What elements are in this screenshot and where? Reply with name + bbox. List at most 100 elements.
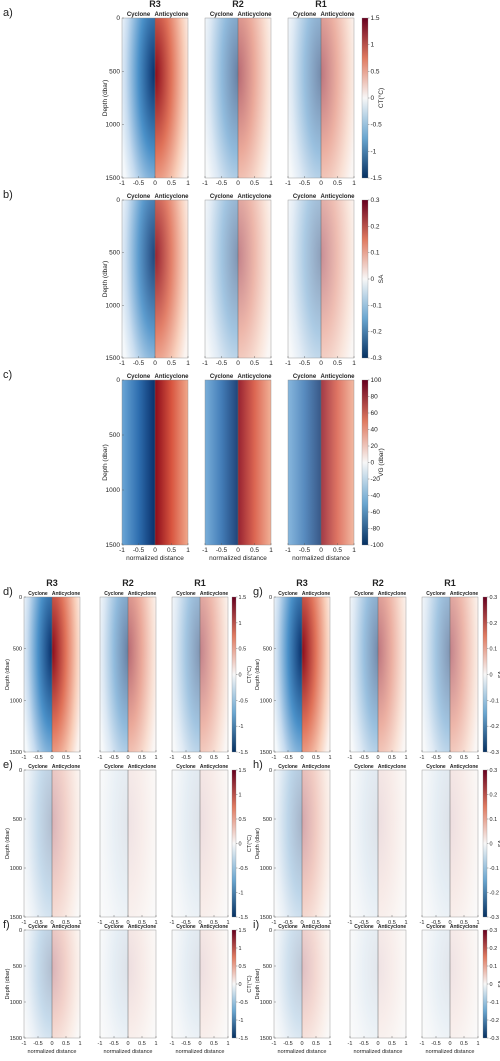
cyclone-label: Cyclone xyxy=(426,764,446,770)
x-tick-label: 0 xyxy=(300,755,303,761)
x-tick-label: 0.5 xyxy=(62,1041,70,1047)
colorbar-tick-label: -0.3 xyxy=(490,1036,499,1042)
x-axis-label: normalized distance xyxy=(176,1049,225,1055)
x-tick-label: -0.5 xyxy=(359,755,368,761)
x-tick-label: 0.5 xyxy=(460,755,468,761)
x-axis-label: normalized distance xyxy=(209,555,267,562)
cyclone-field xyxy=(288,200,321,358)
x-tick-label: 1 xyxy=(78,755,81,761)
y-axis-label: Depth (dbar) xyxy=(5,968,11,999)
x-tick-label: 1 xyxy=(154,1041,157,1047)
cyclone-field xyxy=(422,770,450,917)
x-tick-label: 1 xyxy=(352,547,356,554)
x-tick-label: 0.5 xyxy=(250,360,259,367)
colorbar xyxy=(231,596,237,753)
x-axis-label: normalized distance xyxy=(354,1049,403,1055)
cyclone-field xyxy=(100,597,128,752)
y-tick-label: 500 xyxy=(109,68,120,75)
x-tick-label: -0.5 xyxy=(33,920,42,926)
x-tick-label: 0.5 xyxy=(250,547,259,554)
colorbar-tick-label: -0.2 xyxy=(490,1018,499,1024)
cyclone-label: Cyclone xyxy=(127,12,151,18)
x-tick-label: 0 xyxy=(198,755,201,761)
cyclone-field xyxy=(288,380,321,545)
anticyclone-label: Anticyclone xyxy=(154,374,189,380)
anticyclone-field xyxy=(378,597,406,752)
x-tick-label: -0.5 xyxy=(33,755,42,761)
panel xyxy=(287,199,355,359)
x-tick-label: -1 xyxy=(170,755,175,761)
anticyclone-label: Anticyclone xyxy=(200,764,229,770)
anticyclone-label: Anticyclone xyxy=(378,591,407,597)
x-tick-label: 0.5 xyxy=(388,755,396,761)
anticyclone-label: Anticyclone xyxy=(52,764,81,770)
anticyclone-label: Anticyclone xyxy=(237,374,272,380)
colorbar-label: SA xyxy=(378,274,385,283)
panel-letter: e) xyxy=(3,759,13,771)
colorbar-tick-label: 20 xyxy=(371,443,379,450)
x-tick-label: -0.5 xyxy=(431,755,440,761)
colorbar-tick-label: 0.1 xyxy=(371,250,380,257)
colorbar-tick-label: -0.3 xyxy=(371,355,383,362)
y-tick-label: 500 xyxy=(263,817,272,823)
x-tick-label: -0.5 xyxy=(216,547,228,554)
y-axis-label: Depth (dbar) xyxy=(5,828,11,859)
colorbar-tick-label: -0.3 xyxy=(490,915,499,921)
x-tick-label: 0.5 xyxy=(138,755,146,761)
column-title: R2 xyxy=(372,578,384,588)
x-tick-label: 0 xyxy=(153,180,157,187)
colorbar-tick-label: -1.5 xyxy=(239,750,248,756)
colorbar-tick-label: 0 xyxy=(371,95,375,102)
y-tick-label: 1000 xyxy=(106,302,121,309)
x-tick-label: 1 xyxy=(226,755,229,761)
anticyclone-field xyxy=(302,597,330,752)
x-tick-label: -1 xyxy=(420,1041,425,1047)
panel-letter: d) xyxy=(3,586,13,598)
colorbar-tick-label: -80 xyxy=(371,526,381,533)
colorbar-tick-label: 0.3 xyxy=(490,595,498,601)
y-tick-label: 1500 xyxy=(260,915,272,921)
x-axis-label: normalized distance xyxy=(426,1049,475,1055)
x-tick-label: 1 xyxy=(226,920,229,926)
column-title: R1 xyxy=(444,578,456,588)
colorbar-tick-label: -60 xyxy=(371,509,381,516)
colorbar-tick-label: 0.2 xyxy=(371,223,380,230)
x-tick-label: -0.5 xyxy=(299,360,311,367)
colorbar-label: CT(°C) xyxy=(247,975,253,992)
x-tick-label: 1 xyxy=(154,755,157,761)
panel xyxy=(99,596,157,753)
anticyclone-label: Anticyclone xyxy=(450,924,479,930)
anticyclone-field xyxy=(52,597,80,752)
anticyclone-label: Anticyclone xyxy=(302,764,331,770)
y-tick-label: 1000 xyxy=(106,487,121,494)
panel xyxy=(121,17,189,179)
x-tick-label: -1 xyxy=(98,755,103,761)
x-tick-label: 0 xyxy=(376,755,379,761)
anticyclone-field xyxy=(238,380,271,545)
cyclone-field xyxy=(288,18,321,178)
x-tick-label: 1 xyxy=(328,920,331,926)
x-tick-label: -0.5 xyxy=(133,547,145,554)
cyclone-field xyxy=(350,770,378,917)
anticyclone-label: Anticyclone xyxy=(128,764,157,770)
cyclone-label: Cyclone xyxy=(210,194,234,200)
panel xyxy=(23,769,81,918)
colorbar-tick-label: 0 xyxy=(371,276,375,283)
y-tick-label: 1500 xyxy=(106,355,121,362)
x-tick-label: -0.5 xyxy=(299,180,311,187)
panel-letter: b) xyxy=(3,189,13,201)
cyclone-field xyxy=(205,200,238,358)
x-tick-label: 1 xyxy=(404,1041,407,1047)
x-tick-label: -1 xyxy=(22,755,27,761)
panel xyxy=(287,17,355,179)
anticyclone-field xyxy=(321,200,354,358)
colorbar-tick-label: 0 xyxy=(371,460,375,467)
x-tick-label: -0.5 xyxy=(181,1041,190,1047)
anticyclone-field xyxy=(155,200,188,358)
panel xyxy=(273,929,331,1039)
colorbar-label: SA xyxy=(498,671,500,679)
x-tick-label: -0.5 xyxy=(359,920,368,926)
x-tick-label: -1 xyxy=(348,755,353,761)
x-tick-label: -0.5 xyxy=(283,1041,292,1047)
y-tick-label: 1000 xyxy=(106,122,121,129)
